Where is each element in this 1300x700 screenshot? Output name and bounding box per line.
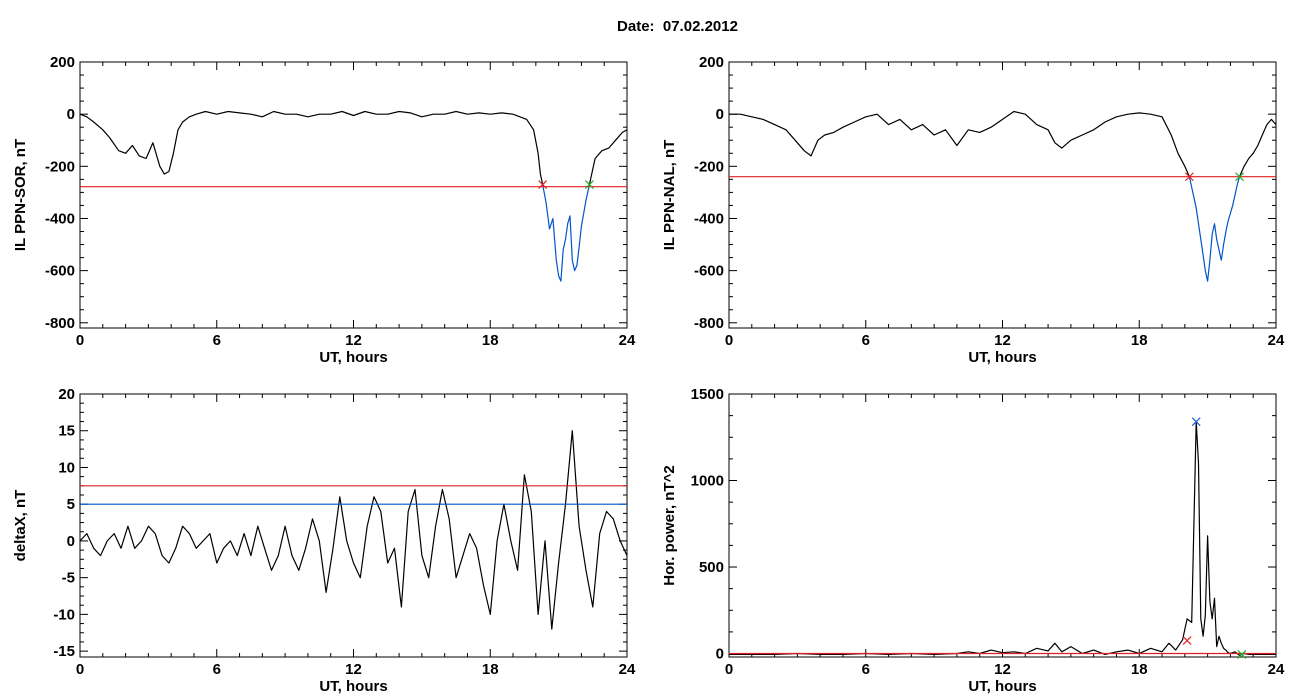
x-tick-label: 18 <box>482 332 499 349</box>
y-tick-label: 0 <box>716 106 724 123</box>
y-tick-label: 500 <box>699 559 724 576</box>
axes-frame <box>79 393 628 658</box>
y-tick-label: -200 <box>45 158 75 175</box>
x-tick-label: 18 <box>1131 661 1148 678</box>
x-marker <box>538 180 548 189</box>
x-marker <box>1237 649 1247 659</box>
y-tick-label: 200 <box>699 54 724 71</box>
x-marker <box>1191 417 1201 427</box>
panel-il-ppn-nal: 0 6 12 18 24 UT, hours 200 0 -200 -400 -600 -800 IL … <box>661 54 1285 366</box>
x-tick-label: 0 <box>725 661 733 678</box>
x-tick-label: 6 <box>213 332 221 349</box>
y-tick-label: -10 <box>53 606 75 623</box>
y-tick-label: 1000 <box>691 473 724 490</box>
x-marker-stroke <box>1184 172 1194 182</box>
x-tick-label: 0 <box>76 332 84 349</box>
x-tick-label: 12 <box>994 332 1011 349</box>
y-tick-label: -800 <box>694 315 724 332</box>
series-line <box>1188 176 1241 282</box>
x-marker-stroke <box>1235 172 1244 182</box>
series-line <box>729 421 1276 656</box>
y-tick-label: -15 <box>53 643 75 660</box>
series-line <box>729 110 1190 177</box>
x-tick-label: 6 <box>862 332 870 349</box>
x-tick-label: 24 <box>619 661 636 678</box>
x-tick-label: 24 <box>1268 332 1285 349</box>
x-tick-label: 24 <box>1268 661 1285 678</box>
panel-hor-power: 0 6 12 18 24 UT, hours 1500 1000 500 0 Hor. power,… <box>661 386 1285 695</box>
series-line <box>1238 118 1277 177</box>
figure-title: Date: 07.02.2012 <box>617 18 738 35</box>
y-tick-label: -800 <box>45 315 75 332</box>
x-tick-label: 12 <box>345 661 362 678</box>
series-line <box>79 430 628 630</box>
y-tick-label: -400 <box>694 210 724 227</box>
y-tick-label: 1500 <box>691 386 724 403</box>
x-marker-stroke <box>1237 649 1247 659</box>
y-tick-label: 0 <box>716 646 724 663</box>
y-tick-label: 10 <box>58 459 75 476</box>
x-marker-stroke <box>1191 417 1201 427</box>
x-marker <box>1235 172 1244 182</box>
y-tick-label: 0 <box>67 533 75 550</box>
series-line <box>588 129 628 185</box>
x-tick-label: 12 <box>994 661 1011 678</box>
y-tick-label: 0 <box>67 106 75 123</box>
y-tick-label: 200 <box>50 54 75 71</box>
x-axis-label: UT, hours <box>319 678 387 695</box>
panel-il-ppn-sor: 0 6 12 18 24 UT, hours 200 0 -200 -400 -600 -800 IL … <box>12 54 636 366</box>
x-tick-label: 12 <box>345 332 362 349</box>
x-tick-label: 6 <box>862 661 870 678</box>
y-tick-label: 5 <box>67 496 75 513</box>
x-marker <box>584 180 594 189</box>
x-axis-label: UT, hours <box>968 349 1036 366</box>
y-tick-label: -600 <box>45 263 75 280</box>
x-marker-stroke <box>538 180 548 189</box>
x-axis-label: UT, hours <box>968 678 1036 695</box>
x-marker-stroke <box>584 180 594 189</box>
series-line <box>542 184 590 282</box>
y-axis-label: IL PPN-NAL, nT <box>661 140 678 251</box>
y-axis-label: Hor. power, nT^2 <box>661 465 678 585</box>
x-tick-label: 6 <box>213 661 221 678</box>
x-tick-label: 0 <box>725 332 733 349</box>
x-marker-stroke <box>1182 636 1192 645</box>
y-tick-label: -400 <box>45 210 75 227</box>
y-tick-label: -200 <box>694 158 724 175</box>
x-tick-label: 18 <box>1131 332 1148 349</box>
y-axis-label: deltaX, nT <box>12 490 29 562</box>
panel-deltax: 0 6 12 18 24 UT, hours 20 15 10 5 0 -5 -10 -15 deltaX,… <box>12 386 636 695</box>
series-line <box>79 110 544 185</box>
y-tick-label: 20 <box>58 386 75 403</box>
x-marker <box>1182 636 1192 645</box>
y-tick-label: -5 <box>62 570 75 587</box>
x-marker <box>1184 172 1194 182</box>
x-tick-label: 0 <box>76 661 84 678</box>
y-tick-label: -600 <box>694 263 724 280</box>
y-axis-label: IL PPN-SOR, nT <box>12 139 29 251</box>
y-tick-label: 15 <box>58 423 75 440</box>
x-tick-label: 18 <box>482 661 499 678</box>
x-tick-label: 24 <box>619 332 636 349</box>
x-axis-label: UT, hours <box>319 349 387 366</box>
